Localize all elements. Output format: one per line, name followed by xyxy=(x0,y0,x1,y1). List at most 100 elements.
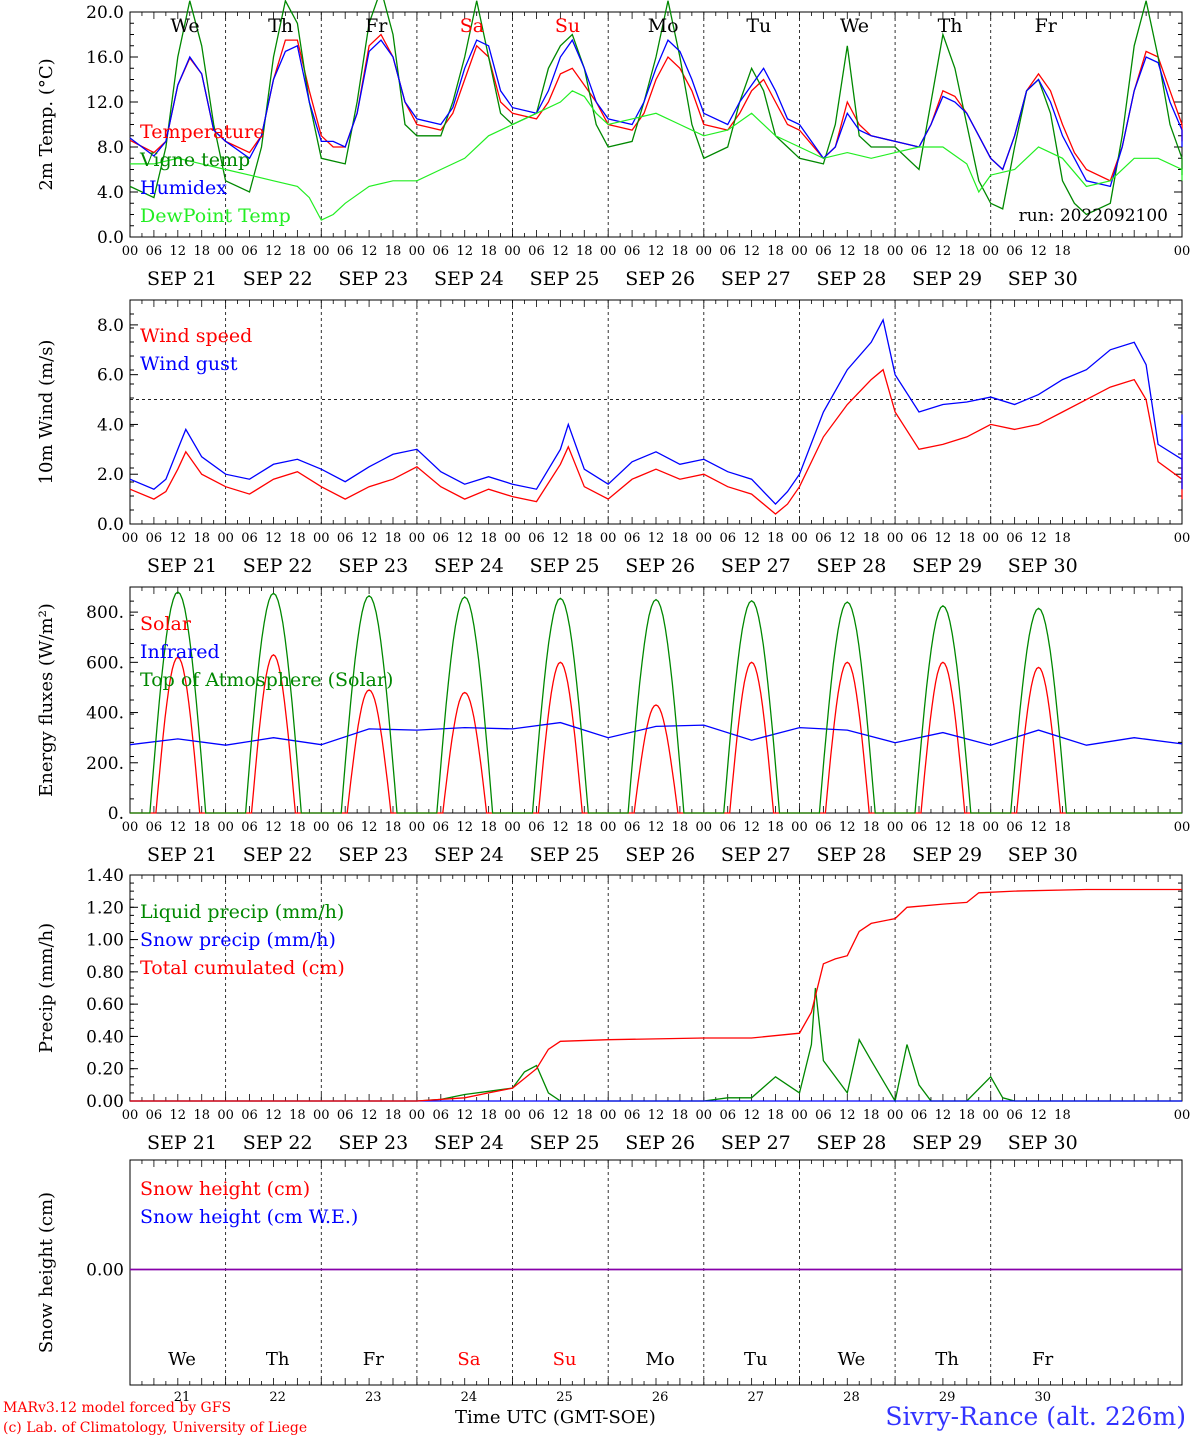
date-label: SEP 26 xyxy=(625,555,695,577)
hour-tick-label: 18 xyxy=(289,820,306,835)
y-tick-label: 1.00 xyxy=(86,931,124,951)
hour-tick-label: 12 xyxy=(265,244,282,259)
date-label: SEP 30 xyxy=(1008,268,1078,290)
day-number-label: 23 xyxy=(365,1390,382,1405)
hour-tick-label: 00 xyxy=(313,244,330,259)
hour-tick-label: 06 xyxy=(815,1108,832,1123)
hour-tick-label: 06 xyxy=(146,531,163,546)
hour-tick-label: 00 xyxy=(313,820,330,835)
day-number-label: 28 xyxy=(843,1390,860,1405)
hour-tick-label: 12 xyxy=(648,244,665,259)
hour-tick-label: 12 xyxy=(456,820,473,835)
hour-tick-label: 00 xyxy=(696,820,713,835)
date-label: SEP 23 xyxy=(338,268,408,290)
hour-tick-label: 18 xyxy=(576,244,593,259)
plot-frame xyxy=(129,11,1183,238)
hour-tick-label: 00 xyxy=(696,1108,713,1123)
hour-tick-label: 18 xyxy=(289,244,306,259)
hour-tick-label: 06 xyxy=(528,244,545,259)
series-line xyxy=(130,90,1183,221)
hour-tick-label: 06 xyxy=(815,820,832,835)
hour-tick-label: 06 xyxy=(719,820,736,835)
hour-tick-label: 00 xyxy=(791,244,808,259)
date-label: SEP 24 xyxy=(434,1132,504,1154)
date-label: SEP 29 xyxy=(912,555,982,577)
hour-tick-label: 18 xyxy=(863,1108,880,1123)
hour-tick-label: 00 xyxy=(791,531,808,546)
weekday-label: Fr xyxy=(1035,15,1058,37)
hour-tick-label: 12 xyxy=(1030,244,1047,259)
y-tick-label: 4.0 xyxy=(97,183,124,203)
hour-tick-label: 12 xyxy=(552,1108,569,1123)
hour-tick-label: 06 xyxy=(911,820,928,835)
hour-tick-label: 12 xyxy=(743,820,760,835)
hour-tick-label: 12 xyxy=(935,820,952,835)
hour-tick-label: 06 xyxy=(337,531,354,546)
weekday-label: Tu xyxy=(744,1349,768,1370)
weekday-label: Th xyxy=(938,15,963,37)
weekday-label: We xyxy=(168,1349,196,1370)
date-label: SEP 27 xyxy=(721,1132,791,1154)
hour-tick-label: 06 xyxy=(528,820,545,835)
hour-tick-label: 00 xyxy=(504,244,521,259)
hour-tick-label: 00 xyxy=(504,531,521,546)
hour-tick-label: 12 xyxy=(170,531,187,546)
hour-tick-label: 06 xyxy=(433,531,450,546)
legend-entry: Vigne temp xyxy=(139,149,250,171)
y-tick-label: 0.60 xyxy=(86,995,124,1015)
hour-tick-label: 00 xyxy=(122,531,139,546)
y-tick-label: 0.0 xyxy=(97,228,124,248)
hour-tick-label: 12 xyxy=(552,531,569,546)
hour-tick-label: 00 xyxy=(313,1108,330,1123)
hour-tick-label: 18 xyxy=(1054,820,1071,835)
legend-entry: Top of Atmosphere (Solar) xyxy=(140,669,393,691)
hour-tick-label: 12 xyxy=(361,531,378,546)
hour-tick-label: 00 xyxy=(217,244,234,259)
hour-tick-label: 00 xyxy=(982,1108,999,1123)
lab-credit: (c) Lab. of Climatology, University of L… xyxy=(3,1420,308,1436)
date-label: SEP 25 xyxy=(530,268,600,290)
hour-tick-label: 00 xyxy=(887,1108,904,1123)
hour-tick-label: 18 xyxy=(576,531,593,546)
hour-tick-label: 00 xyxy=(122,1108,139,1123)
hour-tick-label: 12 xyxy=(456,1108,473,1123)
hour-tick-label: 18 xyxy=(959,820,976,835)
hour-tick-label: 00 xyxy=(791,1108,808,1123)
hour-tick-label: 00 xyxy=(409,1108,426,1123)
hour-tick-label: 06 xyxy=(815,244,832,259)
legend-entry: Total cumulated (cm) xyxy=(140,957,345,979)
date-label: SEP 27 xyxy=(721,268,791,290)
y-tick-label: 8.0 xyxy=(97,138,124,158)
hour-tick-label: 12 xyxy=(265,1108,282,1123)
day-number-label: 24 xyxy=(461,1390,478,1405)
hour-tick-label: 00 xyxy=(122,820,139,835)
hour-tick-label: 06 xyxy=(911,531,928,546)
weekday-label: Th xyxy=(266,1349,290,1370)
hour-tick-label: 18 xyxy=(480,531,497,546)
hour-tick-label: 06 xyxy=(815,531,832,546)
date-label: SEP 30 xyxy=(1008,555,1078,577)
hour-tick-label: 18 xyxy=(193,1108,210,1123)
hour-tick-label: 18 xyxy=(576,1108,593,1123)
hour-tick-label: 00 xyxy=(696,531,713,546)
hour-tick-label: 18 xyxy=(672,820,689,835)
legend-entry: Wind gust xyxy=(140,353,238,375)
y-tick-label: 0. xyxy=(108,804,124,824)
hour-tick-label: 00 xyxy=(122,244,139,259)
hour-tick-label: 12 xyxy=(743,531,760,546)
y-tick-label: 4.0 xyxy=(97,415,124,435)
day-number-label: 29 xyxy=(939,1390,956,1405)
hour-tick-label: 18 xyxy=(672,244,689,259)
hour-tick-label: 06 xyxy=(624,820,641,835)
hour-tick-label: 00 xyxy=(887,244,904,259)
plot-frame xyxy=(129,586,1183,814)
date-label: SEP 22 xyxy=(243,268,313,290)
station-name: Sivry-Rance (alt. 226m) xyxy=(885,1402,1186,1431)
hour-tick-label: 18 xyxy=(959,531,976,546)
hour-tick-label: 06 xyxy=(433,1108,450,1123)
weekday-label: We xyxy=(170,15,199,37)
series-line xyxy=(129,38,1183,188)
legend-entry: Temperature xyxy=(140,121,264,143)
y-tick-label: 0.0 xyxy=(97,515,124,535)
